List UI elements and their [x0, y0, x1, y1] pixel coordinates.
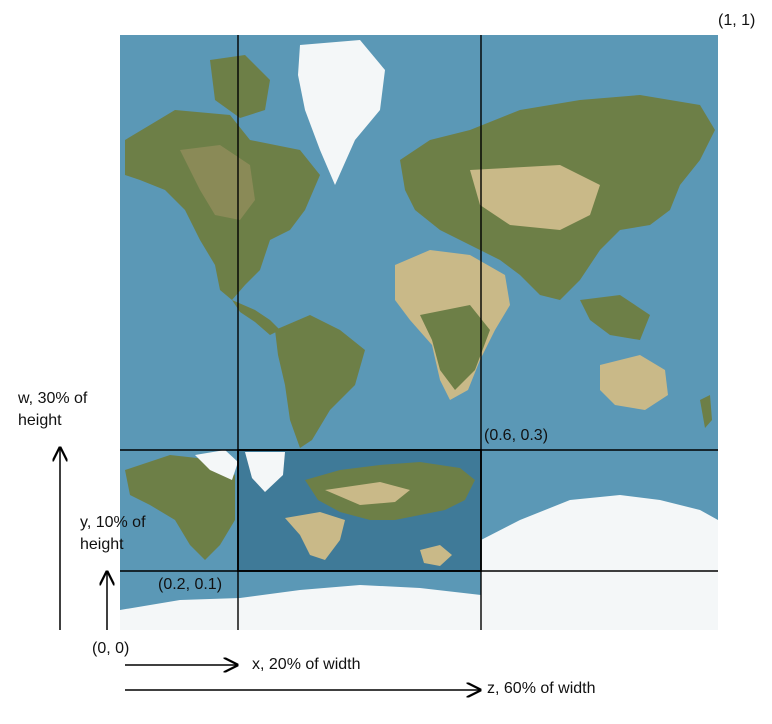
- map-image: [120, 35, 718, 630]
- point-label-xy: (0.2, 0.1): [158, 576, 223, 593]
- y-axis-label: y, 10% of height: [80, 514, 146, 553]
- z-axis-label: z, 60% of width: [487, 680, 596, 697]
- w-axis-label: w, 30% of height: [18, 390, 88, 429]
- axis-arrows: [60, 448, 480, 690]
- point-label-zw: (0.6, 0.3): [484, 427, 549, 444]
- crop-highlight: [237, 449, 482, 572]
- x-axis-label: x, 20% of width: [252, 656, 361, 673]
- origin-label: (0, 0): [92, 640, 130, 657]
- corner-label-top-right: (1, 1): [718, 12, 756, 29]
